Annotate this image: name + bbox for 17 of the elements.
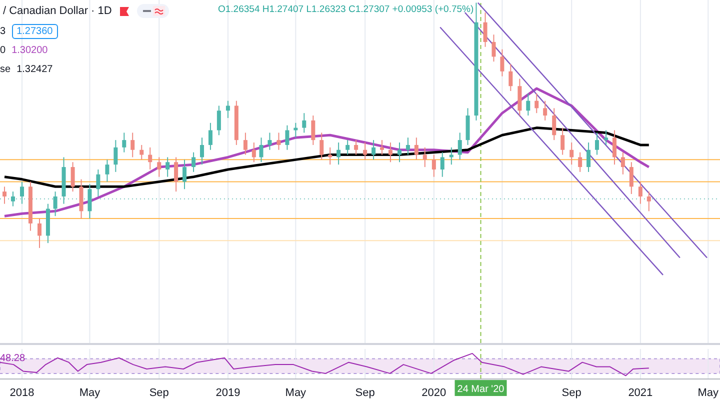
x-tick-label: 2020 [422,386,446,399]
x-tick-label: May [698,386,720,399]
x-tick-label: Sep [355,386,375,399]
annotation: 3 1.27360 [0,25,54,39]
ref-line-label: 24 Mar '20 [457,384,505,395]
x-tick-label: Sep [562,386,582,399]
chart-title: / Canadian Dollar · 1D [3,5,112,17]
x-tick-label: May [285,386,307,399]
x-tick-label: Sep [149,386,169,399]
x-tick-label: May [79,386,101,399]
annotation: 48.28 [0,353,26,364]
x-tick-label: 2019 [216,386,240,399]
chart-subtitle: O1.26354 H1.27407 L1.26323 C1.27307 +0.00953 (+0.75%) [218,4,474,15]
x-tick-label: 2018 [10,386,34,399]
annotation: 0 1.30200 [0,45,48,56]
annotation: se 1.32427 [0,64,53,75]
x-tick-label: 2021 [628,386,653,399]
